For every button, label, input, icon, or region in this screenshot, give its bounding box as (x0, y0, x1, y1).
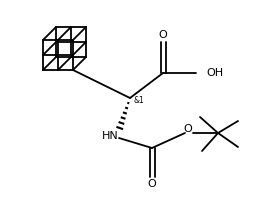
Text: O: O (159, 30, 167, 40)
Text: O: O (184, 124, 192, 134)
Text: OH: OH (206, 68, 223, 78)
Text: &1: &1 (134, 96, 145, 105)
Text: O: O (148, 179, 156, 189)
Text: HN: HN (102, 131, 118, 141)
